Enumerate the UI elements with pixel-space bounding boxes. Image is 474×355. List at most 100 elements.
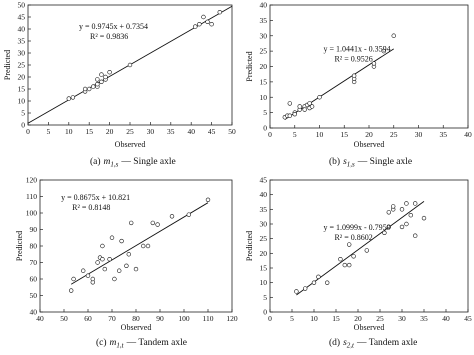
caption-subscript: 1,s (110, 161, 118, 169)
caption: (c) m1,t — Tandem axle (96, 337, 187, 350)
data-point (102, 266, 108, 272)
data-point (217, 10, 222, 15)
data-point (347, 262, 352, 268)
x-tick-label: 0 (268, 130, 272, 139)
y-tick-label: 10 (18, 97, 26, 106)
data-point (342, 262, 347, 268)
data-point (413, 201, 418, 206)
y-tick-label: 10 (260, 278, 268, 287)
data-point (421, 215, 427, 221)
r-squared: R² = 0.8148 (72, 203, 110, 212)
y-tick-label: 35 (18, 37, 26, 46)
y-tick-label: 5 (263, 293, 267, 302)
x-tick-label: 80 (132, 314, 140, 323)
x-tick-label: 10 (316, 130, 324, 139)
x-tick-label: 35 (440, 130, 448, 139)
data-point (186, 212, 192, 217)
x-axis-title: Observed (115, 140, 146, 149)
data-point (95, 260, 100, 265)
data-point (103, 74, 108, 80)
data-point (205, 197, 211, 203)
data-point (150, 220, 156, 226)
x-tick-label: 30 (398, 314, 406, 323)
data-point (307, 101, 312, 106)
fit-line (296, 201, 425, 296)
data-point (100, 257, 105, 262)
y-tick-label: 15 (260, 77, 268, 86)
data-point (316, 274, 321, 279)
data-point (155, 222, 160, 227)
y-tick-label: 80 (30, 242, 38, 251)
data-point (209, 22, 214, 27)
caption-label: (a) (90, 156, 101, 167)
y-tick-label: 30 (260, 220, 268, 229)
equation: y = 0.8675x + 10.821 (61, 193, 130, 202)
y-tick-label: 45 (260, 176, 268, 185)
data-point (338, 257, 343, 262)
x-tick-label: 40 (187, 127, 195, 136)
data-point (107, 69, 112, 75)
caption-label: (c) (96, 337, 107, 348)
y-tick-label: 50 (18, 1, 26, 10)
caption-symbol: m (110, 338, 117, 348)
caption: (d) s2,t — Tandem axle (329, 337, 417, 350)
data-point (311, 280, 317, 285)
data-point (309, 104, 315, 109)
data-point (205, 19, 210, 24)
caption-text: — Tandem axle (356, 338, 417, 348)
data-point (85, 273, 91, 278)
x-tick-label: 60 (84, 314, 92, 323)
data-point (386, 210, 391, 215)
x-axis-title: Observed (121, 323, 152, 332)
data-point (126, 252, 132, 257)
data-point (287, 101, 292, 106)
y-tick-label: 50 (30, 291, 38, 300)
data-point (399, 224, 405, 230)
caption-subscript: 1,s (347, 161, 355, 169)
y-tick-label: 20 (260, 249, 268, 258)
x-axis-title: Observed (354, 140, 385, 149)
y-tick-label: 90 (30, 225, 38, 234)
data-point (371, 61, 377, 66)
data-point (100, 243, 105, 249)
x-tick-label: 30 (415, 130, 423, 139)
data-point (381, 48, 387, 54)
data-point (99, 79, 104, 85)
data-point (399, 207, 405, 212)
x-tick-label: 110 (203, 314, 214, 323)
data-point (347, 242, 352, 247)
x-tick-label: 35 (420, 314, 428, 323)
data-point (112, 276, 117, 282)
data-point (351, 73, 357, 78)
data-point (292, 111, 297, 117)
data-point (364, 248, 369, 253)
y-tick-label: 25 (260, 47, 268, 56)
x-tick-label: 25 (390, 130, 398, 139)
data-point (68, 288, 74, 293)
y-tick-label: 20 (18, 73, 26, 82)
x-tick-label: 40 (36, 314, 44, 323)
x-tick-label: 90 (156, 314, 164, 323)
equation: y = 1.0441x - 0.3594 (323, 45, 390, 54)
y-tick-label: 60 (30, 275, 38, 284)
data-point (95, 81, 100, 87)
fit-line (70, 202, 209, 285)
y-axis-title: Predicted (245, 51, 254, 81)
y-tick-label: 35 (260, 205, 268, 214)
x-tick-label: 15 (341, 130, 349, 139)
r-squared: R² = 0.9836 (90, 32, 128, 41)
equation: y = 1.0999x - 0.7959 (323, 223, 390, 232)
data-point (109, 235, 115, 240)
y-axis-title: Predicted (15, 231, 24, 261)
r-squared: R² = 0.9526 (334, 55, 372, 64)
data-point (391, 33, 396, 38)
caption: (a) m1,s — Single axle (90, 156, 176, 169)
data-point (351, 254, 356, 259)
data-point (82, 86, 88, 92)
x-tick-label: 5 (47, 127, 51, 136)
data-point (127, 62, 133, 68)
plot-frame (269, 179, 469, 313)
y-tick-label: 40 (18, 25, 26, 34)
